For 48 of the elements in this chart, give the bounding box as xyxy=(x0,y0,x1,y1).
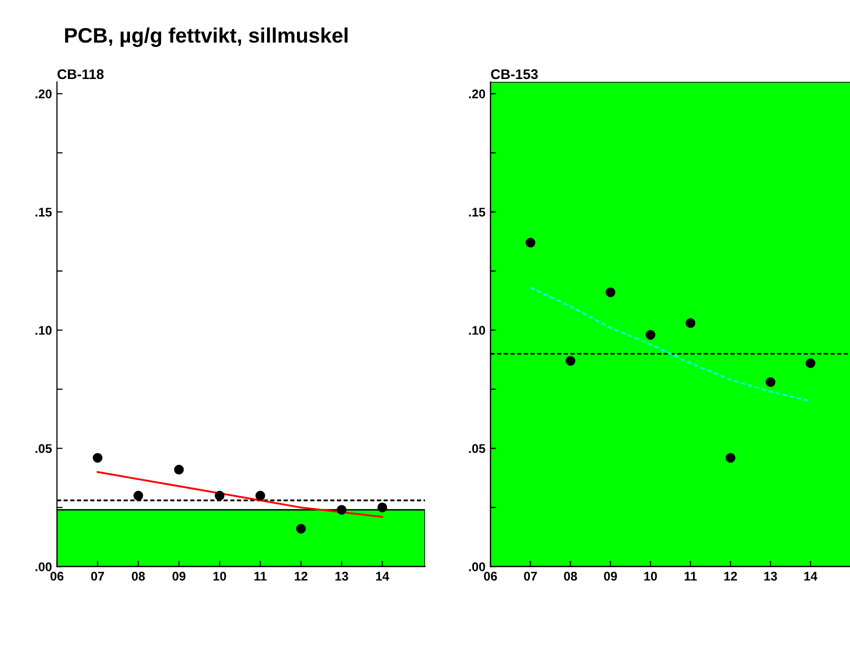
point xyxy=(526,238,536,248)
y-tick-label: .10 xyxy=(36,326,52,335)
x-tick-label: 11 xyxy=(254,572,267,580)
y-tick-label: .15 xyxy=(36,208,52,217)
x-tick-label: 11 xyxy=(684,572,697,580)
y-tick-label: .00 xyxy=(469,562,486,572)
x-tick-label: 08 xyxy=(564,572,578,581)
x-tick-label: 08 xyxy=(132,572,145,581)
x-tick-label: 06 xyxy=(50,572,64,581)
x-tick-label: 12 xyxy=(724,572,737,580)
point xyxy=(377,502,388,512)
point xyxy=(296,524,306,534)
x-tick-label: 14 xyxy=(804,572,818,580)
x-tick-label: 14 xyxy=(376,572,390,580)
point xyxy=(686,318,696,328)
chart-title: PCB, µg/g fettvikt, sillmuskel xyxy=(65,27,348,47)
point xyxy=(606,287,616,298)
line-series xyxy=(96,471,384,518)
x-tick-label: 12 xyxy=(294,572,308,580)
point xyxy=(133,490,144,501)
point xyxy=(214,490,224,501)
y-tick-label: .05 xyxy=(469,444,486,454)
x-tick-label: 13 xyxy=(335,572,348,581)
x-tick-label: 09 xyxy=(604,572,617,581)
chart-subtitle: CB-118 xyxy=(58,69,104,80)
point xyxy=(92,452,102,463)
y-tick-label: .00 xyxy=(36,562,52,572)
x-tick-label: 10 xyxy=(644,572,657,581)
y-tick-label: .20 xyxy=(469,90,486,98)
y-tick-label: .05 xyxy=(36,444,52,454)
y-tick-label: .10 xyxy=(469,326,486,335)
point xyxy=(566,356,576,366)
x-tick-label: 07 xyxy=(91,572,104,581)
point xyxy=(174,464,184,474)
point xyxy=(766,377,776,388)
point xyxy=(726,452,736,463)
point xyxy=(646,330,656,340)
point xyxy=(806,358,816,368)
x-tick-label: 07 xyxy=(524,572,537,581)
x-tick-label: 06 xyxy=(484,572,497,581)
y-tick-label: .20 xyxy=(36,90,52,98)
point xyxy=(255,490,266,501)
x-tick-label: 13 xyxy=(764,572,777,581)
chart-subtitle: CB-153 xyxy=(491,69,538,80)
x-tick-label: 09 xyxy=(172,572,186,581)
point xyxy=(336,504,346,515)
x-tick-label: 10 xyxy=(213,572,226,581)
y-tick-label: .15 xyxy=(469,208,486,217)
